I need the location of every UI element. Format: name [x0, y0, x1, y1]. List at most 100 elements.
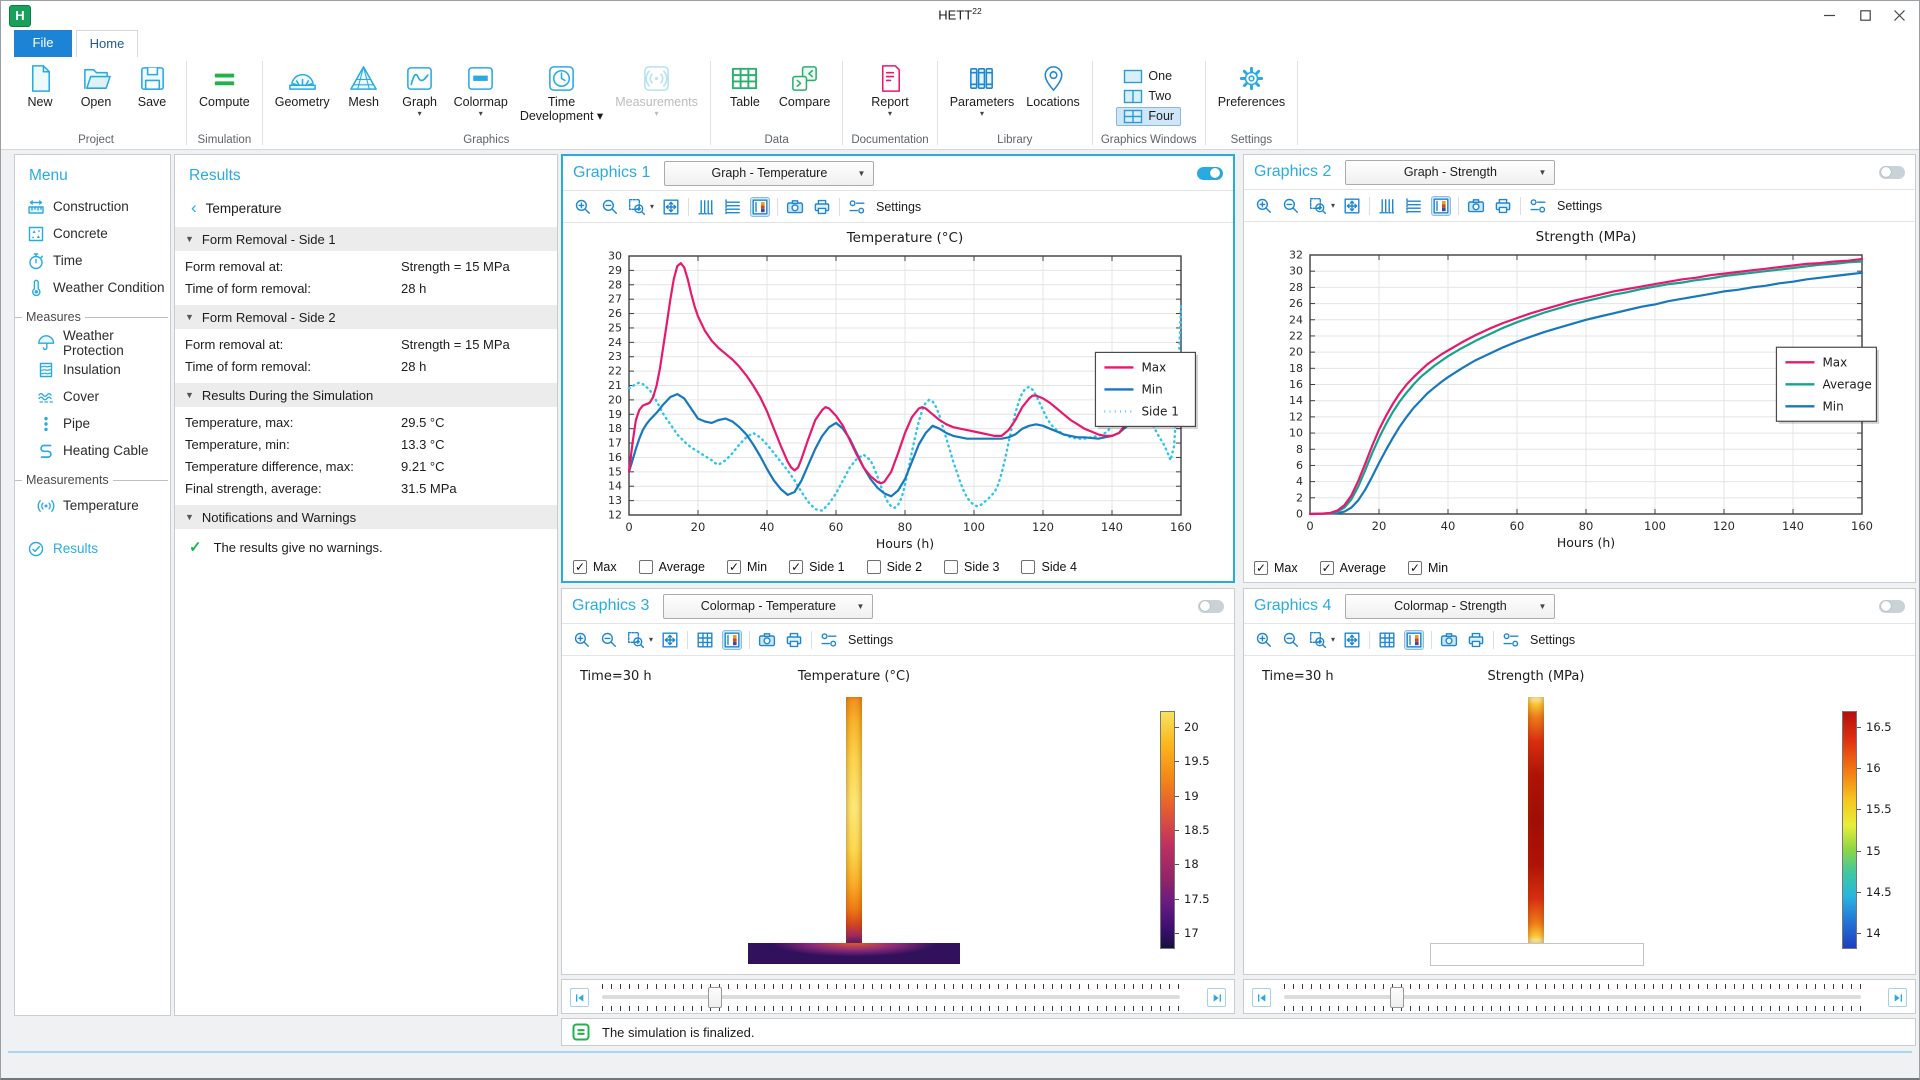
grid-h-icon[interactable]	[723, 197, 743, 217]
checkbox-box[interactable]: ✓	[726, 560, 741, 574]
checkbox-box[interactable]: ✓	[1254, 561, 1268, 575]
slider-track[interactable]	[602, 995, 1180, 999]
series-checkbox-side-4[interactable]: Side 4	[1021, 560, 1077, 574]
parameters-button[interactable]: Parameters ▾	[946, 60, 1019, 119]
time-development-button[interactable]: Time Development ▾	[516, 60, 607, 124]
printer-icon[interactable]	[1493, 196, 1513, 216]
new-button[interactable]: New	[14, 60, 66, 110]
results-section-header[interactable]: ▼ Results During the Simulation	[175, 383, 557, 407]
graphics4-toggle[interactable]	[1879, 599, 1905, 613]
camera-icon[interactable]	[785, 197, 805, 217]
zoom-region-icon[interactable]	[626, 630, 646, 650]
measurements-button[interactable]: Measurements ▾	[611, 60, 702, 119]
zoom-out-icon[interactable]	[600, 197, 620, 217]
grid-table-icon[interactable]	[695, 630, 715, 650]
camera-icon[interactable]	[757, 630, 777, 650]
settings-icon[interactable]	[819, 630, 839, 650]
slider-handle[interactable]	[708, 987, 722, 1008]
results-section-header[interactable]: ▼ Form Removal - Side 2	[175, 305, 557, 329]
series-checkbox-min[interactable]: ✓ Min	[726, 560, 767, 574]
locations-button[interactable]: Locations	[1022, 60, 1084, 110]
graphics1-toggle[interactable]	[1197, 166, 1223, 180]
settings-label[interactable]: Settings	[1530, 632, 1576, 647]
checkbox-box[interactable]: ✓	[1319, 561, 1334, 575]
results-section-header[interactable]: ▼ Notifications and Warnings	[175, 505, 557, 529]
slider-handle[interactable]	[1390, 987, 1404, 1008]
tab-home[interactable]: Home	[76, 30, 138, 57]
printer-icon[interactable]	[812, 197, 832, 217]
checkbox-box[interactable]	[1021, 560, 1036, 574]
checkbox-box[interactable]	[866, 560, 881, 574]
slider-track[interactable]	[1284, 995, 1861, 999]
zoom-in-icon[interactable]	[573, 197, 593, 217]
graph-button[interactable]: Graph ▾	[394, 60, 446, 119]
compute-button[interactable]: Compute	[195, 60, 254, 110]
colorbar-icon[interactable]	[1404, 629, 1425, 650]
maximize-button[interactable]	[1850, 4, 1880, 26]
sidebar-item-temperature[interactable]: Temperature	[15, 492, 170, 519]
save-button[interactable]: Save	[126, 60, 178, 110]
grid-h-icon[interactable]	[1404, 196, 1424, 216]
sidebar-item-concrete[interactable]: Concrete	[15, 220, 170, 247]
zoom-out-icon[interactable]	[599, 630, 619, 650]
graphics2-toggle[interactable]	[1879, 165, 1905, 179]
series-checkbox-side-2[interactable]: Side 2	[866, 560, 922, 574]
printer-icon[interactable]	[1466, 630, 1486, 650]
grid-v-icon[interactable]	[696, 197, 716, 217]
graphics4-view-selector[interactable]: Colormap - Strength ▼	[1345, 593, 1556, 619]
open-button[interactable]: Open	[70, 60, 122, 110]
slider-step-forward-button[interactable]	[1207, 988, 1226, 1007]
dropdown-caret-icon[interactable]: ▾	[1331, 635, 1336, 644]
checkbox-box[interactable]: ✓	[789, 560, 804, 574]
sidebar-item-construction[interactable]: Construction	[15, 193, 170, 220]
fit-icon[interactable]	[1342, 196, 1362, 216]
slider-step-forward-button[interactable]	[1888, 988, 1907, 1007]
zoom-out-icon[interactable]	[1281, 630, 1301, 650]
graphics-windows-one-button[interactable]: One	[1116, 67, 1181, 86]
colorbar-icon[interactable]	[1431, 195, 1452, 216]
zoom-region-icon[interactable]	[1308, 196, 1328, 216]
series-checkbox-side-3[interactable]: Side 3	[944, 560, 999, 574]
series-checkbox-max[interactable]: ✓ Max	[1254, 561, 1298, 575]
graphics3-toggle[interactable]	[1198, 599, 1224, 613]
graphics3-view-selector[interactable]: Colormap - Temperature ▼	[663, 593, 874, 619]
graphics-windows-four-button[interactable]: Four	[1116, 106, 1182, 126]
sidebar-item-heating-cable[interactable]: Heating Cable	[15, 437, 170, 464]
colorbar-icon[interactable]	[722, 629, 743, 650]
printer-icon[interactable]	[784, 630, 804, 650]
tab-file[interactable]: File	[14, 30, 72, 57]
series-checkbox-average[interactable]: Average	[638, 560, 705, 574]
graphics-windows-two-button[interactable]: Two	[1116, 87, 1181, 106]
back-navigation[interactable]: ‹ Temperature	[191, 198, 282, 217]
zoom-in-icon[interactable]	[1254, 196, 1274, 216]
dropdown-caret-icon[interactable]: ▾	[650, 202, 655, 211]
graphics1-view-selector[interactable]: Graph - Temperature ▼	[664, 160, 875, 186]
settings-label[interactable]: Settings	[876, 199, 922, 214]
sidebar-item-cover[interactable]: Cover	[15, 383, 170, 410]
minimize-button[interactable]	[1814, 4, 1844, 26]
table-button[interactable]: Table	[719, 60, 771, 110]
sidebar-item-weather-condition[interactable]: Weather Condition	[15, 274, 170, 301]
mesh-button[interactable]: Mesh	[338, 60, 390, 110]
dropdown-caret-icon[interactable]: ▾	[649, 635, 654, 644]
checkbox-box[interactable]: ✓	[1407, 561, 1422, 575]
sidebar-item-weather-protection[interactable]: Weather Protection	[15, 328, 170, 358]
settings-icon[interactable]	[847, 197, 867, 217]
series-checkbox-average[interactable]: ✓ Average	[1319, 561, 1386, 575]
sidebar-item-pipe[interactable]: Pipe	[15, 410, 170, 437]
colormap-button[interactable]: Colormap ▾	[450, 60, 512, 119]
report-button[interactable]: Report ▾	[864, 60, 916, 119]
zoom-region-icon[interactable]	[627, 197, 647, 217]
grid-table-icon[interactable]	[1377, 630, 1397, 650]
camera-icon[interactable]	[1466, 196, 1486, 216]
settings-icon[interactable]	[1528, 196, 1548, 216]
compare-button[interactable]: Compare	[775, 60, 834, 110]
slider-step-back-button[interactable]	[570, 988, 589, 1007]
slider-step-back-button[interactable]	[1252, 988, 1271, 1007]
fit-icon[interactable]	[1342, 630, 1362, 650]
sidebar-item-results[interactable]: Results	[15, 535, 170, 562]
sidebar-item-time[interactable]: Time	[15, 247, 170, 274]
checkbox-box[interactable]	[638, 560, 653, 574]
checkbox-box[interactable]: ✓	[573, 560, 587, 574]
fit-icon[interactable]	[660, 630, 680, 650]
